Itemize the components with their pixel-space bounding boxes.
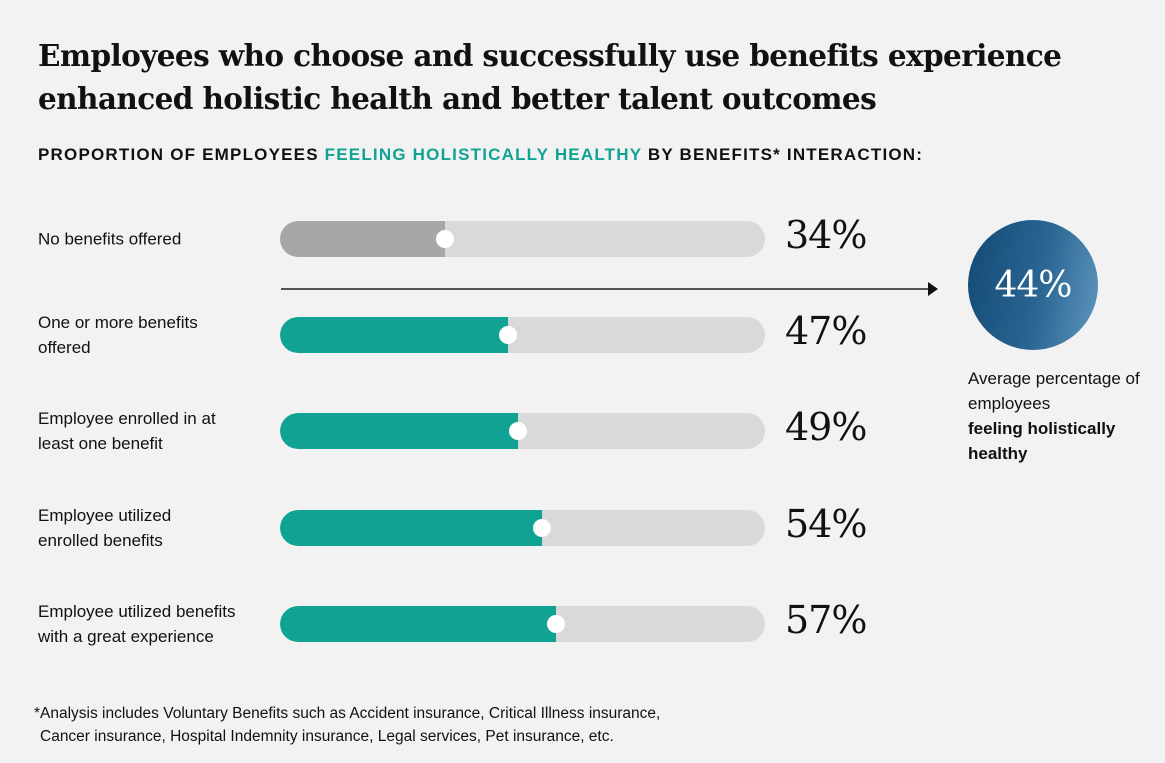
value-label: 54%	[785, 502, 867, 546]
bar-marker-dot	[547, 615, 566, 633]
bar-marker-dot	[532, 519, 551, 537]
value-label: 47%	[785, 309, 867, 353]
value-label: 49%	[785, 405, 867, 449]
category-label: Employee enrolled in at least one benefi…	[38, 409, 216, 453]
category-label: One or more benefits offered	[38, 313, 198, 357]
arrow-line	[281, 288, 929, 290]
value-label: 57%	[785, 598, 867, 642]
average-value: 44%	[994, 264, 1072, 306]
bar-fill	[280, 317, 508, 353]
bar-marker-dot	[508, 422, 527, 440]
bar-track	[280, 606, 765, 642]
bar-fill	[280, 221, 445, 257]
chart-title: Employees who choose and successfully us…	[38, 38, 1062, 116]
bar-marker-dot	[435, 230, 454, 248]
value-label: 34%	[785, 213, 867, 257]
bar-row: Employee utilized benefits with a great …	[0, 598, 900, 704]
subtitle-highlight: FEELING HOLISTICALLY HEALTHY	[324, 145, 642, 164]
footnote: *Analysis includes Voluntary Benefits su…	[34, 702, 660, 748]
category-label: Employee utilized benefits with a great …	[38, 602, 236, 646]
subtitle-after: BY BENEFITS* INTERACTION:	[641, 145, 924, 164]
chart-subtitle: PROPORTION OF EMPLOYEES FEELING HOLISTIC…	[38, 145, 923, 165]
bar-track	[280, 221, 765, 257]
category-label: Employee utilized enrolled benefits	[38, 506, 172, 550]
average-circle: 44%	[968, 220, 1098, 350]
average-caption-text: Average percentage of employees	[968, 369, 1140, 413]
bar-track	[280, 510, 765, 546]
bar-fill	[280, 413, 518, 449]
bar-row: Employee enrolled in at least one benefi…	[0, 405, 900, 511]
average-caption-bold: feeling holistically healthy	[968, 419, 1116, 463]
subtitle-before: PROPORTION OF EMPLOYEES	[38, 145, 325, 164]
bar-row: One or more benefits offered 47%	[0, 309, 900, 415]
bar-marker-dot	[498, 326, 517, 344]
arrow-head-icon	[928, 282, 938, 296]
category-label: No benefits offered	[38, 229, 182, 249]
bar-fill	[280, 606, 557, 642]
bar-fill	[280, 510, 542, 546]
bar-track	[280, 317, 765, 353]
bar-row: No benefits offered 34%	[0, 213, 900, 319]
bar-row: Employee utilized enrolled benefits 54%	[0, 502, 900, 608]
footnote-line-1: *Analysis includes Voluntary Benefits su…	[34, 705, 661, 722]
average-caption: Average percentage of employees feeling h…	[968, 366, 1158, 466]
footnote-line-2: Cancer insurance, Hospital Indemnity ins…	[40, 728, 614, 745]
